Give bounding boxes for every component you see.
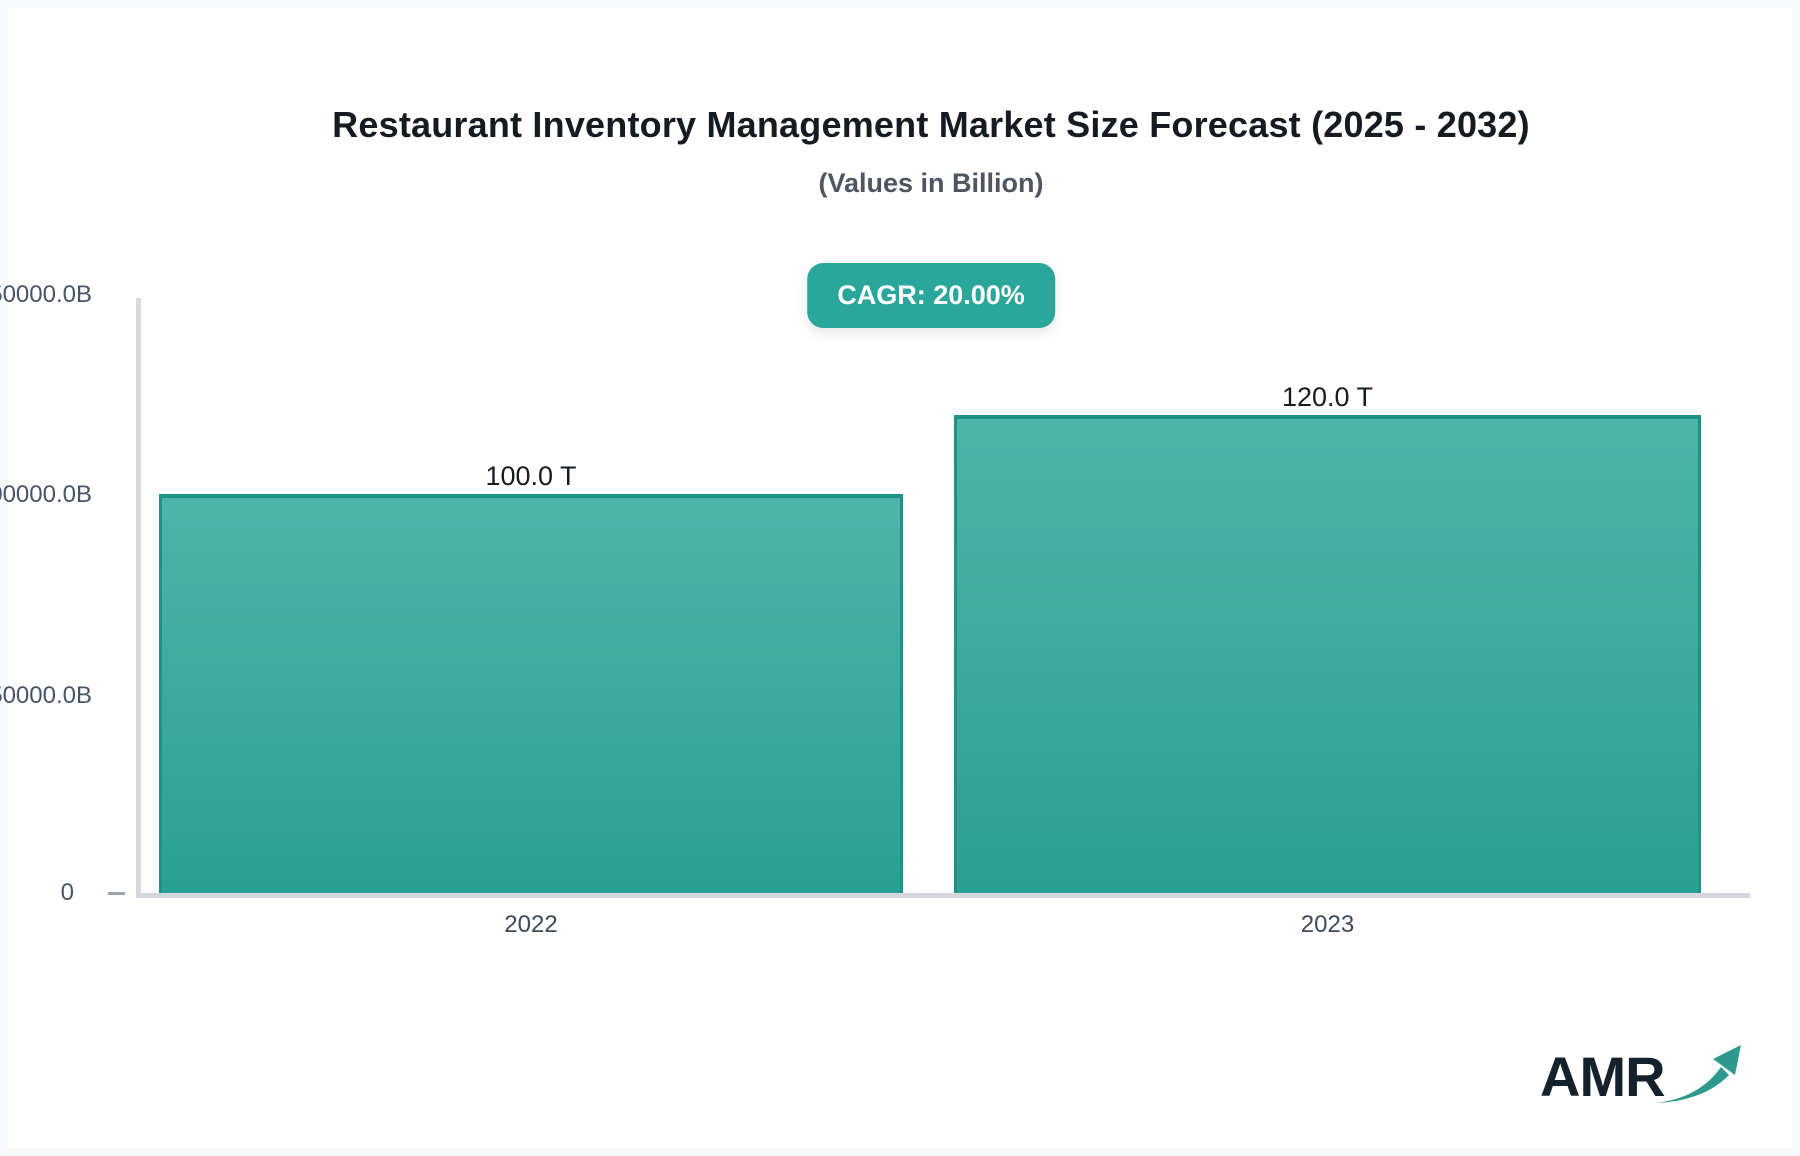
y-axis-tick-label: 50000.0B xyxy=(0,682,92,709)
x-axis-label-2023: 2023 xyxy=(1300,911,1355,938)
y-axis-line xyxy=(136,298,141,896)
zero-tick-mark xyxy=(108,892,125,895)
bar-2023 xyxy=(954,415,1701,893)
bar-value-label: 120.0 T xyxy=(1281,382,1374,412)
chart-title: Restaurant Inventory Management Market S… xyxy=(332,104,1530,145)
amr-logo-text: AMR xyxy=(1540,1045,1666,1108)
x-axis-line xyxy=(136,893,1750,898)
y-axis-tick-label: 150000.0B xyxy=(0,281,92,308)
chart-card: Restaurant Inventory Management Market S… xyxy=(0,8,1792,1148)
chart-subtitle: (Values in Billion) xyxy=(818,168,1044,198)
amr-logo: AMR xyxy=(1540,1044,1743,1109)
plot-area xyxy=(8,295,1800,893)
y-axis-tick-label: 0 xyxy=(60,879,74,906)
bar-value-label: 100.0 T xyxy=(485,461,577,491)
cagr-badge: CAGR: 20.00% xyxy=(807,263,1055,328)
x-axis-label-2022: 2022 xyxy=(504,911,558,938)
bar-2022 xyxy=(159,494,903,893)
growth-arrow-icon xyxy=(1654,1044,1741,1103)
y-axis-tick-label: 100000.0B xyxy=(0,481,92,508)
